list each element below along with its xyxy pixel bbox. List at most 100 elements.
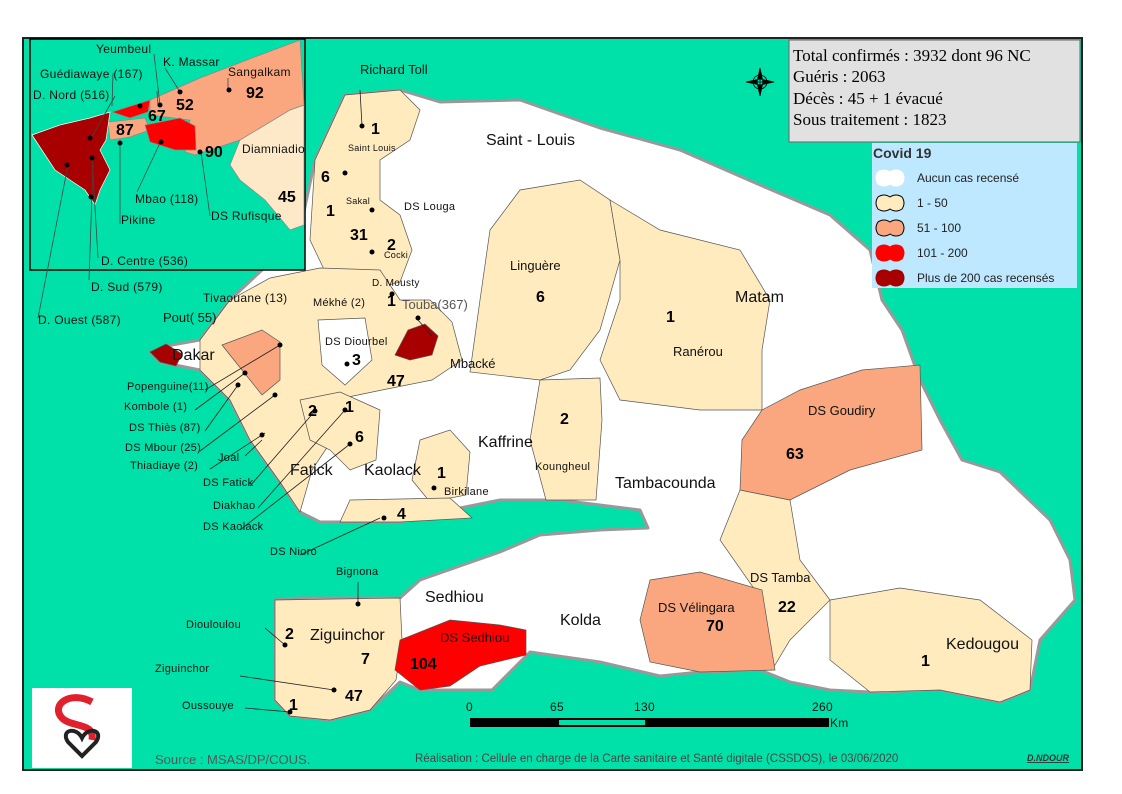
regions-51-100 (221, 329, 923, 673)
label-kolda: Kolda (560, 612, 601, 629)
count-oussouye: 1 (289, 697, 298, 714)
district-diakhao: Diakhao (213, 500, 255, 512)
count-birkilane: 1 (437, 465, 446, 482)
district-mousty: D. Mousty (372, 278, 420, 289)
region-touba[interactable] (394, 323, 439, 361)
count-linguere: 6 (536, 289, 545, 306)
label-kaolack: Kaolack (364, 462, 422, 479)
scale-unit: Km (830, 716, 849, 730)
summary-deaths: Décès : 45 + 1 évacué (793, 89, 943, 108)
region-sedhiou[interactable] (394, 619, 527, 691)
legend-title: Covid 19 (873, 145, 932, 161)
district-mbacke: Mbacké (450, 356, 496, 371)
count-ziguinchor: 47 (345, 688, 363, 705)
inset-count-keur-massar: 52 (176, 97, 194, 114)
count-mbacke: 47 (387, 373, 405, 390)
district-thies: DS Thiès (87) (129, 422, 201, 434)
label-kedougou: Kedougou (946, 636, 1019, 653)
legend: Covid 19 Aucun cas recensé 1 - 50 51 - 100… (872, 143, 1077, 288)
count-diakhao: 1 (345, 399, 354, 416)
district-linguere: Linguère (510, 258, 561, 273)
region-thies-diourbel[interactable] (199, 267, 463, 513)
inset-nord: D. Nord (516) (33, 88, 110, 102)
district-kaolack: DS Kaolack (203, 521, 264, 533)
summary-box: Total confirmés : 3932 dont 96 NC Guéris… (788, 39, 1081, 143)
count-sakal: 1 (326, 203, 335, 220)
scale-tick-130: 130 (634, 700, 655, 714)
count-diouloulou: 2 (285, 626, 294, 643)
district-fatick: DS Fatick (203, 477, 254, 489)
label-dakar: Dakar (172, 347, 215, 364)
label-fatick: Fatick (290, 462, 334, 479)
district-tivaouane: Tivaouane (13) (203, 291, 287, 305)
district-velingara: DS Vélingara (658, 600, 735, 615)
region-labels: Saint - Louis Matam Kaffrine Tambacounda… (172, 132, 1019, 653)
count-cocki: 2 (387, 237, 396, 254)
region-goudiry[interactable] (739, 364, 923, 501)
region-ranerou[interactable] (599, 199, 771, 411)
legend-label: 1 - 50 (917, 196, 948, 210)
district-ziguinchor: Ziguinchor (155, 663, 209, 675)
ministry-logo (32, 688, 132, 768)
district-diourbel: DS Diourbel (325, 336, 388, 348)
region-ziguinchor[interactable] (274, 597, 403, 721)
inset-count-pikine: 87 (116, 122, 134, 139)
label-ziguinchor: Ziguinchor (310, 627, 385, 644)
district-mbour: DS Mbour (25) (125, 442, 201, 454)
regions-1-50 (199, 89, 1033, 721)
district-tamba: DS Tamba (750, 570, 811, 585)
district-richard-toll: Richard Toll (360, 62, 428, 77)
region-fatick-kaolack[interactable] (299, 391, 381, 471)
legend-label: Aucun cas recensé (917, 171, 1019, 185)
count-mousty: 1 (387, 293, 396, 310)
label-saint-louis: Saint - Louis (486, 132, 575, 149)
scale-tick-65: 65 (550, 700, 564, 714)
label-tambacounda: Tambacounda (615, 475, 716, 492)
region-nioro[interactable] (339, 497, 473, 523)
district-nioro: DS Nioro (270, 546, 317, 558)
summary-treatment: Sous traitement : 1823 (793, 110, 946, 129)
inset-count-rufisque: 90 (205, 144, 223, 161)
summary-recovered: Guéris : 2063 (793, 67, 886, 86)
district-sakal: Sakal (346, 196, 370, 206)
region-kedougou[interactable] (829, 587, 1033, 703)
district-sedhiou: DS Sedhiou (440, 630, 509, 645)
inset-diamniadio: Diamniadio (242, 142, 305, 156)
case-counts: 1 6 1 31 2 1 6 1 3 47 2 63 2 1 6 1 4 22 … (285, 121, 930, 714)
north-arrow-icon (745, 67, 775, 97)
inset-sangalkam: Sangalkam (228, 65, 291, 79)
district-joal: Joal (218, 452, 239, 464)
summary-total: Total confirmés : 3932 dont 96 NC (793, 46, 1031, 65)
scale-tick-0: 0 (466, 700, 473, 714)
inset-pikine: Pikine (121, 213, 156, 227)
count-ranerou: 1 (666, 309, 675, 326)
inset-yeumbeul: Yeumbeul (96, 42, 151, 56)
region-velingara[interactable] (639, 571, 776, 673)
inset-keur-massar: K. Massar (163, 55, 220, 69)
inset-count-yeumbeul: 67 (148, 108, 166, 125)
inset-count-diamniadio: 45 (278, 189, 296, 206)
count-kaolack: 6 (355, 429, 364, 446)
district-pout: Pout( 55) (163, 310, 216, 325)
count-velingara: 70 (706, 618, 724, 635)
legend-swatch (875, 169, 905, 187)
district-kombole: Kombole (1) (124, 401, 187, 413)
region-diourbel-white[interactable] (317, 317, 373, 386)
region-koungheul[interactable] (529, 377, 603, 501)
label-sedhiou: Sedhiou (425, 589, 484, 606)
district-bignona: Bignona (336, 566, 379, 578)
inset-mbao: Mbao (118) (135, 192, 198, 206)
region-tamba[interactable] (719, 489, 831, 672)
district-labels: Richard Toll Saint Louis Sakal DS Louga … (124, 62, 876, 712)
region-louga-saint-louis[interactable] (309, 89, 421, 291)
region-dakar[interactable] (149, 343, 183, 367)
legend-swatch (875, 219, 905, 237)
leader-lines (194, 89, 437, 715)
region-birkilane[interactable] (411, 429, 471, 503)
count-goudiry: 63 (786, 446, 804, 463)
inset-centre: D. Centre (536) (101, 254, 188, 268)
district-cocki: Cocki (384, 250, 408, 260)
region-linguere[interactable] (469, 179, 621, 381)
district-goudiry: DS Goudiry (808, 403, 876, 418)
